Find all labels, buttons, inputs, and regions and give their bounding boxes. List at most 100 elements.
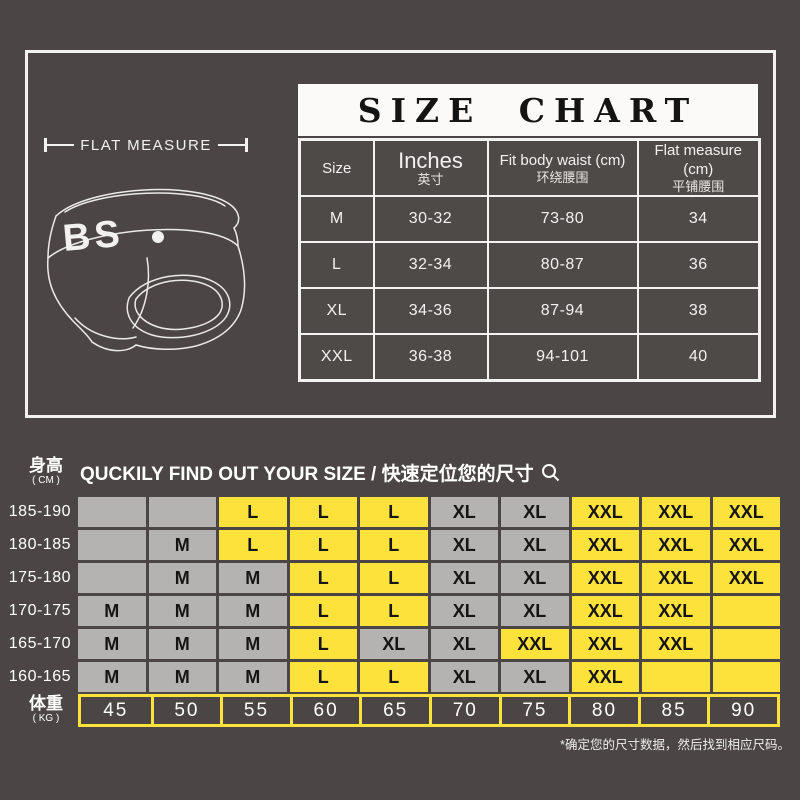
weight-cell: 65 [359,697,429,724]
finder-cell: XXL [642,629,710,659]
leg-opening-inner [134,279,223,331]
finder-cell: M [148,662,216,692]
weight-axis-label: 体重 ( KG ) [16,695,76,725]
finder-cell [148,497,216,527]
finder-cell [712,596,780,626]
finder-cell: L [360,497,428,527]
finder-cell: XXL [571,530,639,560]
size-cell: 38 [636,287,761,335]
size-cell: M [298,195,375,243]
waistband-left-edge [47,215,57,259]
size-cell: 87-94 [486,287,639,335]
finder-cell: M [78,596,146,626]
finder-cell: L [289,563,357,593]
weight-axis-unit: ( KG ) [32,713,60,724]
finder-cell: M [78,662,146,692]
finder-title-text: QUCKILY FIND OUT YOUR SIZE / 快速定位您的尺寸 [80,464,534,485]
height-range-label: 170-175 [8,602,71,619]
size-chart-title-text: SIZE CHART [357,90,699,130]
finder-cell: L [360,596,428,626]
finder-cell: XL [430,530,498,560]
measure-line [47,144,75,146]
waistband-outer-top [55,188,240,229]
finder-cell: L [360,563,428,593]
weight-values-row: 45 50 55 60 65 70 75 80 85 90 [78,694,780,727]
size-cell: 94-101 [486,333,639,382]
finder-cell: M [219,662,287,692]
brief-crotch-hem-inner [74,317,137,340]
flat-measure-label: FLAT MEASURE [80,136,212,154]
height-range-labels: 185-190 180-185 175-180 170-175 165-170 160-1… [0,497,74,692]
height-range-label: 160-165 [8,668,71,685]
weight-cell: 80 [568,697,638,724]
size-cell: 36 [636,241,761,289]
size-finder-grid: L L L XL XL XXL XXL XXL M L L L XL XL XXL XXL XXL M M L L XL X… [78,497,780,692]
size-cell: 32-34 [372,241,489,289]
column-header: Fit body waist (cm) 环绕腰围 [486,138,639,197]
finder-title: QUCKILY FIND OUT YOUR SIZE / 快速定位您的尺寸 [80,459,560,486]
finder-cell: L [289,596,357,626]
size-cell: XL [298,287,375,335]
finder-cell: XL [501,596,569,626]
brief-crotch-hem [91,341,137,352]
front-seam [132,257,150,329]
weight-cell: 50 [150,697,221,724]
finder-cell: L [289,629,357,659]
finder-cell: M [219,596,287,626]
size-cell: 73-80 [486,195,639,243]
finder-cell: M [78,629,146,659]
finder-cell [642,662,710,692]
size-cell: L [298,241,375,289]
weight-cell: 90 [707,697,777,724]
height-axis-unit: ( CM ) [32,475,60,486]
finder-cell: XL [501,662,569,692]
finder-cell: XXL [712,530,780,560]
size-row: XXL 36-38 94-101 40 [298,333,761,382]
finder-cell: L [289,497,357,527]
finder-cell [78,497,146,527]
brief-left-outline [46,257,93,343]
finder-cell: L [360,530,428,560]
brand-logo: BS [61,213,125,260]
size-cell: XXL [298,333,375,382]
finder-cell: XXL [571,563,639,593]
finder-cell: XXL [642,530,710,560]
measure-end-tick [245,138,249,152]
finder-cell: M [148,563,216,593]
brief-right-outline [135,245,246,350]
finder-cell [712,662,780,692]
flat-measure-indicator: FLAT MEASURE [44,136,249,154]
height-range-label: 175-180 [8,569,71,586]
finder-cell: XXL [712,563,780,593]
leg-opening-outer [126,274,231,339]
column-header: Inches 英寸 [372,138,489,197]
finder-cell: XXL [571,629,639,659]
finder-cell: XXL [571,497,639,527]
height-range-label: 185-190 [8,503,71,520]
weight-cell: 60 [289,697,360,724]
height-range-label: 180-185 [8,536,71,553]
brand-logo-dot [152,231,164,243]
finder-cell: M [148,530,216,560]
finder-cell: M [219,629,287,659]
finder-cell: XXL [642,497,710,527]
finder-cell [78,530,146,560]
weight-cell: 85 [637,697,708,724]
size-chart-header-row: Size Inches 英寸 Fit body waist (cm) 环绕腰围 Flat … [298,138,761,197]
finder-cell [712,629,780,659]
finder-cell: XL [430,563,498,593]
finder-cell: M [219,563,287,593]
finder-cell: XL [501,563,569,593]
size-cell: 34-36 [372,287,489,335]
size-cell: 36-38 [372,333,489,382]
finder-cell [78,563,146,593]
finder-cell: XL [360,629,428,659]
waistband-inner-top [64,192,226,213]
size-cell: 30-32 [372,195,489,243]
measure-line [217,144,246,146]
footnote: *确定您的尺寸数据，然后找到相应尺码。 [560,738,790,752]
finder-cell: XL [430,629,498,659]
weight-cell: 70 [428,697,499,724]
finder-cell: L [289,662,357,692]
